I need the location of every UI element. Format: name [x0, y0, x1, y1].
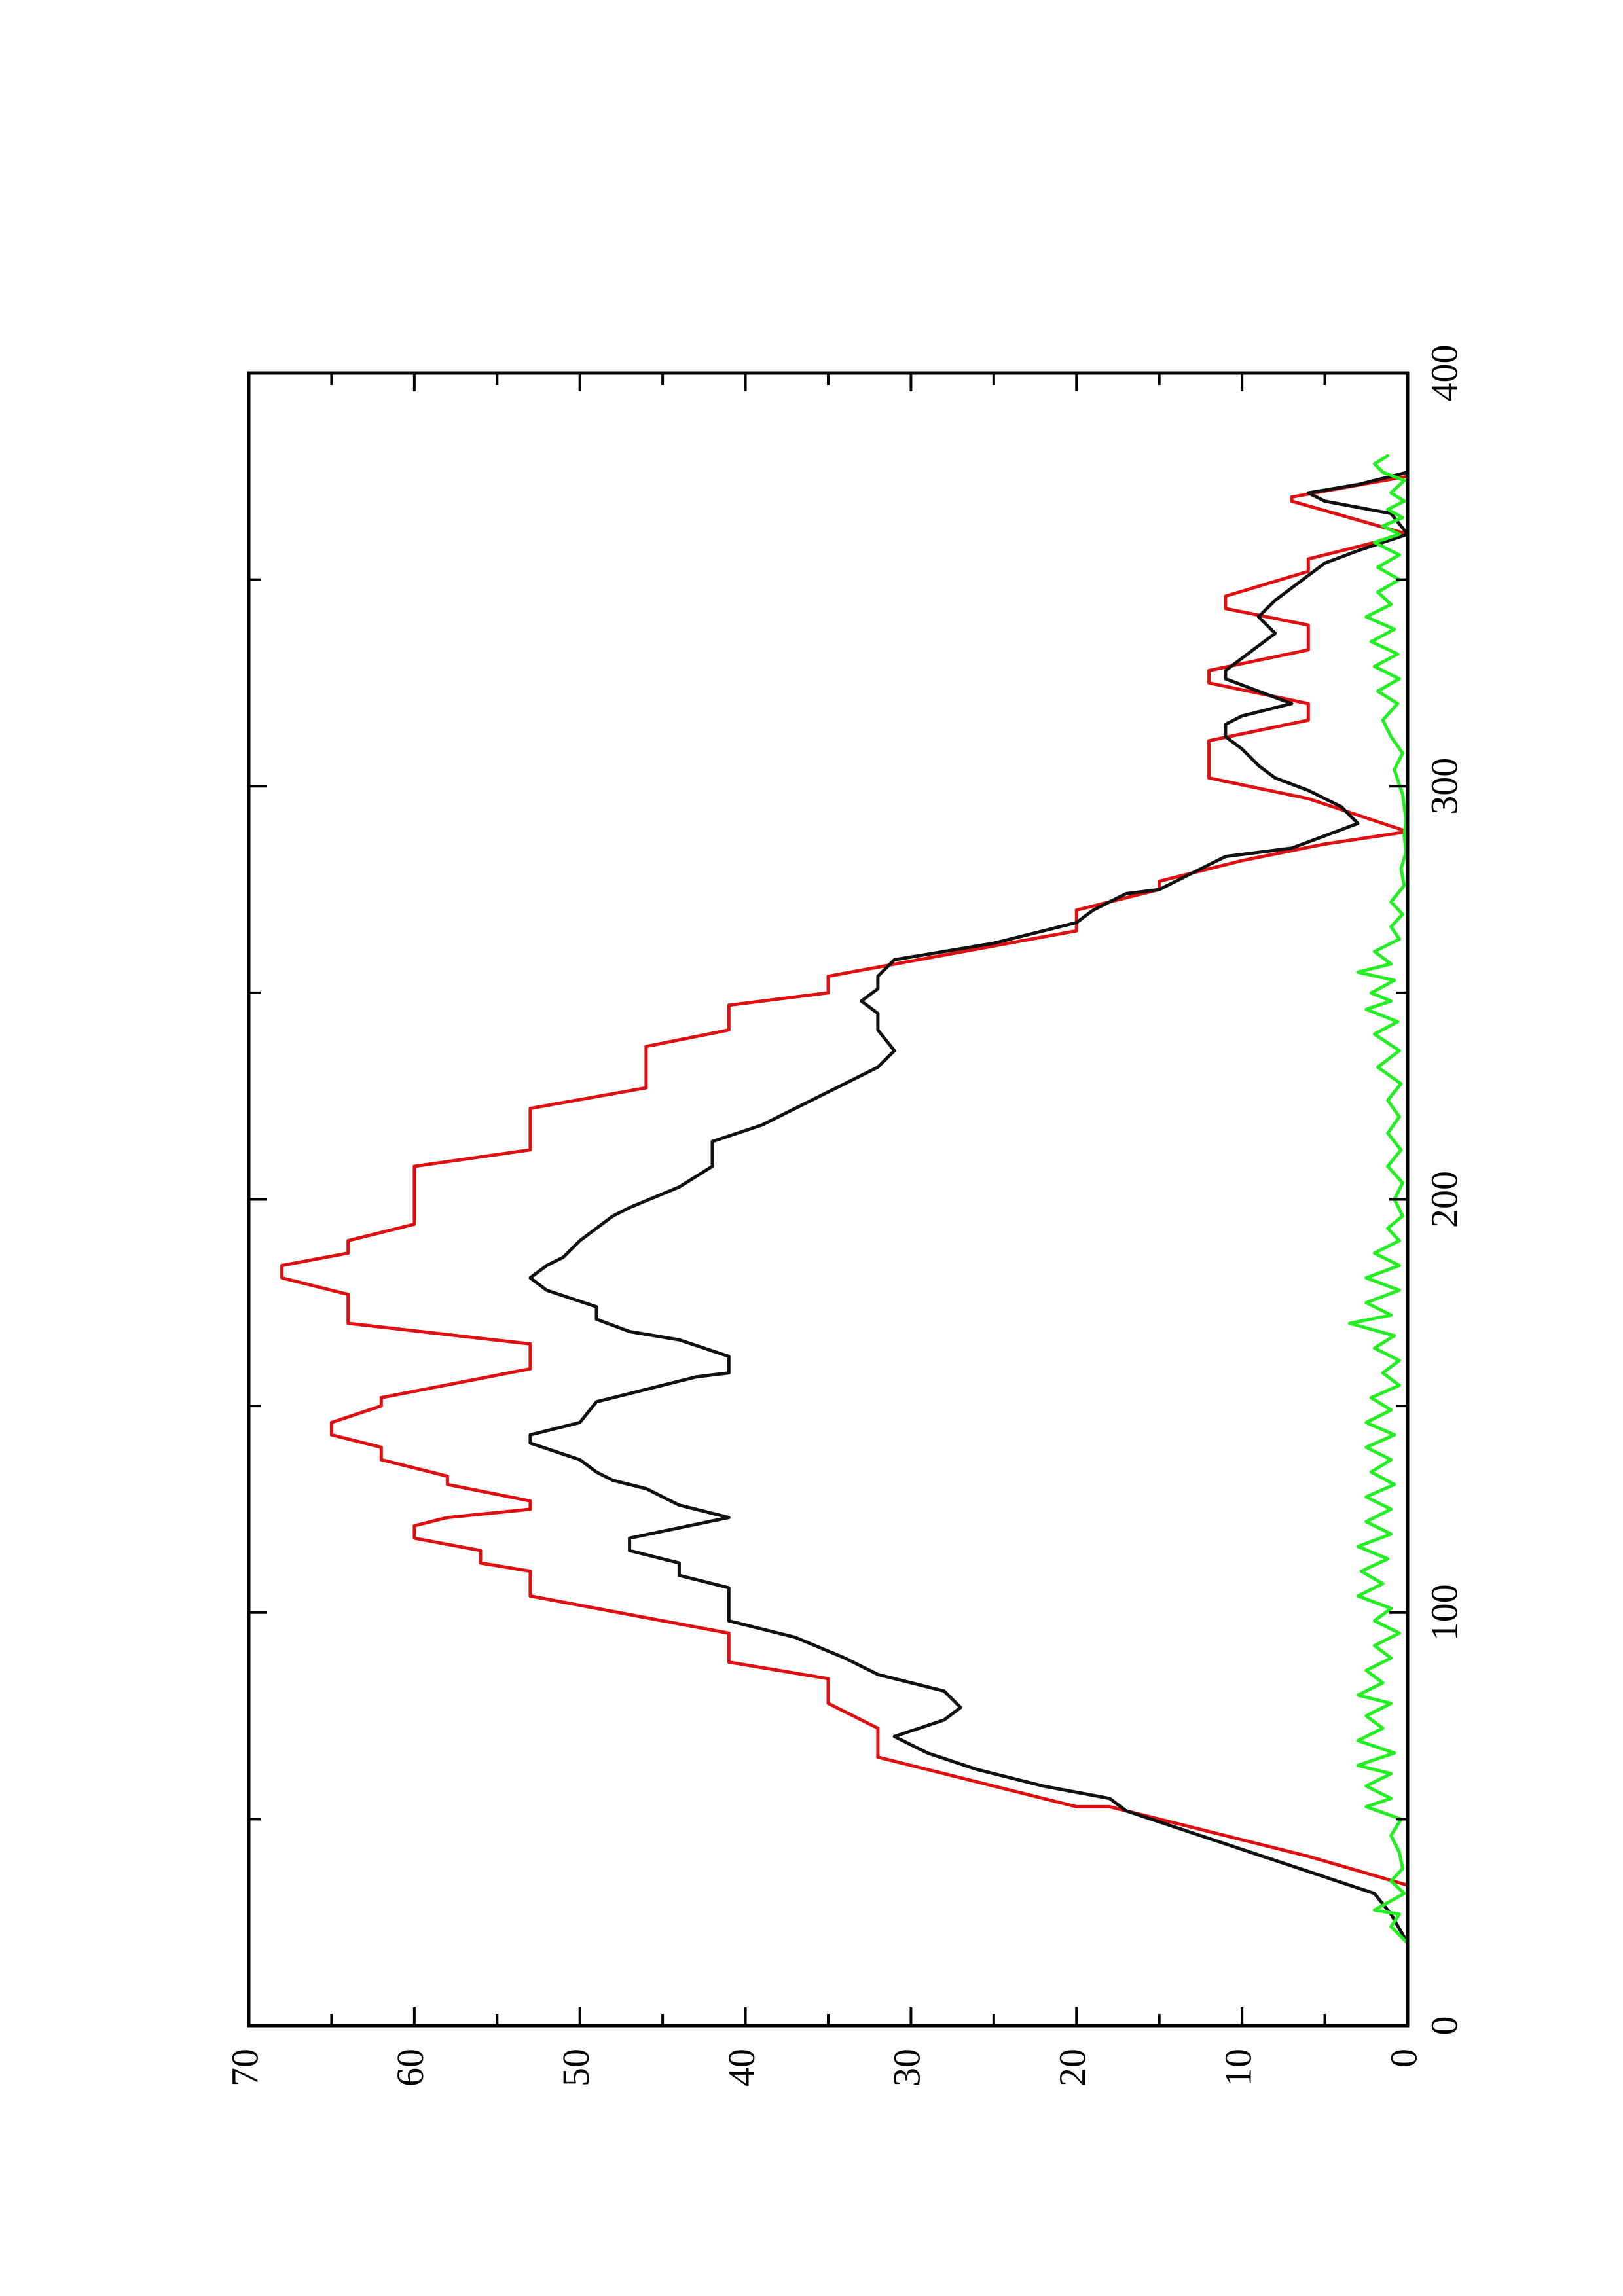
series-layer [280, 450, 1410, 2007]
y-tick-label: 40 [720, 2049, 763, 2087]
x-tick-label: 0 [1423, 2017, 1465, 2036]
y-tick-label: 10 [1216, 2049, 1259, 2087]
y-tick-label: 20 [1051, 2049, 1094, 2087]
y-tick-label: 0 [1382, 2049, 1425, 2068]
y-tick-label: 60 [389, 2049, 431, 2087]
tick-label-layer: 0 100 200 300 400 0 10 20 30 40 50 60 70 [223, 345, 1465, 2087]
plot-frame [247, 371, 1410, 2028]
x-tick-label: 400 [1423, 345, 1465, 402]
x-tick-label: 100 [1423, 1584, 1465, 1641]
series-line-3 [1348, 454, 1410, 2007]
y-tick-label: 50 [555, 2049, 597, 2087]
x-tick-label: 200 [1423, 1171, 1465, 1228]
y-tick-label: 70 [223, 2049, 266, 2087]
series-line-2 [528, 450, 1410, 2007]
y-tick-label: 30 [886, 2049, 928, 2087]
x-tick-label: 300 [1423, 758, 1465, 815]
